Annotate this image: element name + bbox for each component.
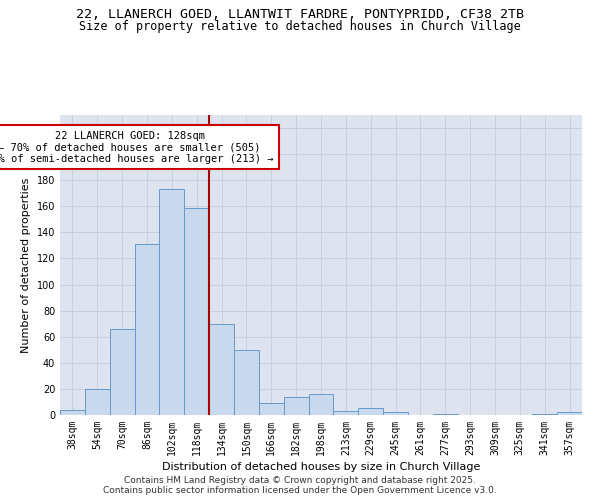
Bar [85,389,110,415]
Bar [358,408,383,415]
Bar [209,324,234,415]
Bar [134,244,160,415]
Y-axis label: Number of detached properties: Number of detached properties [21,178,31,352]
Bar [110,329,134,415]
Text: Size of property relative to detached houses in Church Village: Size of property relative to detached ho… [79,20,521,33]
Bar [60,410,85,415]
Text: 22 LLANERCH GOED: 128sqm
← 70% of detached houses are smaller (505)
30% of semi-: 22 LLANERCH GOED: 128sqm ← 70% of detach… [0,130,274,164]
Text: Contains HM Land Registry data © Crown copyright and database right 2025.: Contains HM Land Registry data © Crown c… [124,476,476,485]
Text: 22, LLANERCH GOED, LLANTWIT FARDRE, PONTYPRIDD, CF38 2TB: 22, LLANERCH GOED, LLANTWIT FARDRE, PONT… [76,8,524,20]
Bar [383,412,408,415]
Bar [334,411,358,415]
Bar [557,412,582,415]
Bar [284,396,308,415]
Bar [308,394,334,415]
Text: Contains public sector information licensed under the Open Government Licence v3: Contains public sector information licen… [103,486,497,495]
Bar [234,350,259,415]
X-axis label: Distribution of detached houses by size in Church Village: Distribution of detached houses by size … [162,462,480,472]
Bar [160,190,184,415]
Bar [259,404,284,415]
Bar [532,414,557,415]
Bar [184,208,209,415]
Bar [433,414,458,415]
